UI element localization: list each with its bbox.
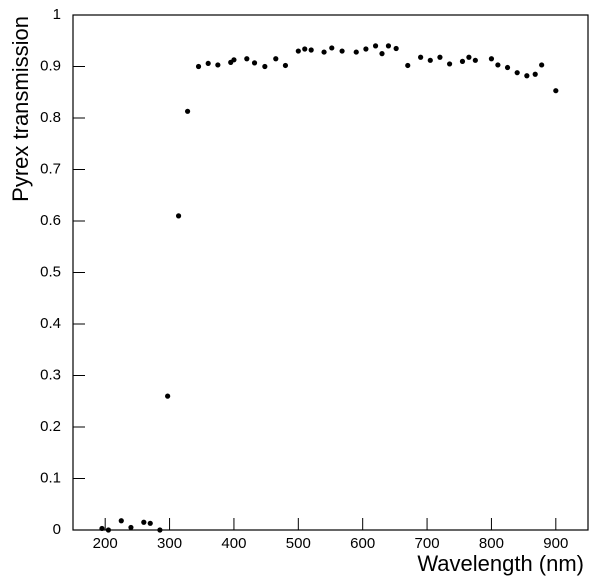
data-point — [437, 54, 443, 60]
data-point — [446, 61, 453, 67]
y-axis-title: Pyrex transmission — [8, 16, 33, 202]
x-tick-label: 700 — [415, 535, 440, 552]
data-point — [295, 48, 301, 54]
y-tick-label: 0 — [53, 521, 61, 538]
data-point — [488, 56, 495, 62]
data-point — [379, 51, 385, 57]
data-point — [329, 45, 335, 51]
data-point — [195, 63, 202, 70]
data-point — [363, 46, 369, 52]
plot-frame — [72, 14, 589, 531]
y-tick-label: 0.6 — [40, 212, 61, 229]
data-point — [532, 71, 538, 77]
data-point — [418, 54, 424, 60]
data-point — [251, 60, 258, 66]
data-point — [372, 43, 379, 49]
data-point — [321, 49, 327, 55]
data-point — [128, 524, 134, 531]
data-point — [393, 45, 399, 52]
data-point — [262, 63, 268, 70]
y-tick-label: 0.9 — [40, 57, 61, 74]
y-tick-label: 0.7 — [40, 160, 61, 177]
x-tick-label: 300 — [157, 535, 182, 552]
data-point — [175, 213, 182, 219]
data-point — [524, 73, 530, 79]
data-point — [553, 88, 559, 94]
x-tick-label: 800 — [479, 535, 504, 552]
data-point — [105, 527, 112, 533]
data-point — [495, 62, 501, 68]
data-point — [205, 60, 211, 67]
data-point — [466, 54, 472, 60]
data-point — [385, 43, 392, 49]
data-point — [244, 56, 250, 62]
data-point — [231, 57, 237, 63]
x-tick-label: 500 — [286, 535, 311, 552]
y-tick-label: 0.8 — [40, 109, 61, 126]
x-tick-label: 400 — [221, 535, 246, 552]
data-point — [99, 525, 105, 532]
y-tick-label: 0.3 — [40, 366, 61, 383]
data-point — [472, 57, 478, 63]
y-tick-label: 0.5 — [40, 263, 61, 280]
x-axis-title: Wavelength (nm) — [417, 551, 584, 576]
data-point — [405, 62, 411, 69]
x-tick-label: 900 — [543, 535, 568, 552]
data-point — [215, 62, 221, 68]
y-tick-label: 1 — [53, 6, 61, 23]
data-point — [504, 64, 511, 71]
data-point — [514, 70, 520, 76]
data-point — [165, 393, 171, 399]
x-tick-label: 200 — [93, 535, 118, 552]
data-point — [353, 49, 359, 55]
x-tick-label: 600 — [350, 535, 375, 552]
data-point — [141, 519, 147, 525]
y-tick-label: 0.4 — [40, 315, 61, 332]
data-point — [308, 47, 314, 53]
data-point — [157, 527, 163, 533]
y-tick-label: 0.1 — [40, 469, 61, 486]
data-point — [184, 108, 191, 114]
data-point — [282, 62, 289, 69]
data-point — [147, 520, 153, 526]
data-point — [339, 48, 345, 54]
data-point — [273, 56, 279, 62]
data-point — [427, 57, 433, 63]
data-point — [539, 62, 545, 68]
y-tick-label: 0.2 — [40, 418, 61, 435]
data-point — [118, 518, 124, 524]
data-point — [459, 58, 466, 64]
data-point — [302, 46, 308, 52]
